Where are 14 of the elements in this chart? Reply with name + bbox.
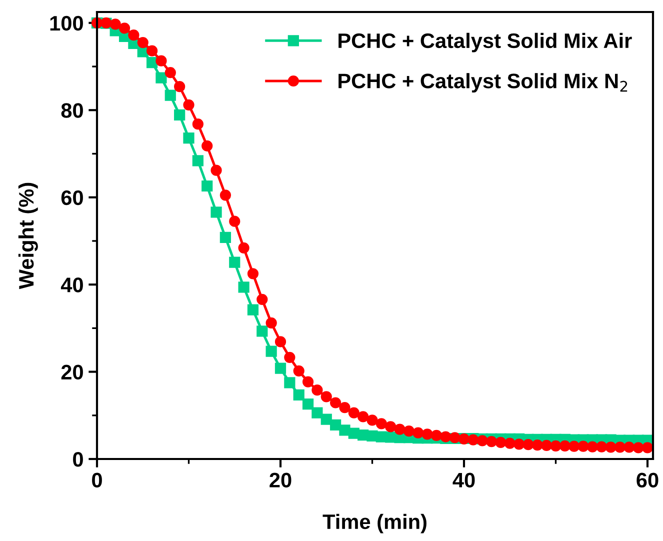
legend-label: PCHC + Catalyst Solid Mix N$_{2}$ [338,73,628,93]
x-tick-label: 40 [452,472,475,488]
y-axis-title: Weight (%) [18,182,38,290]
y-tick-label: 100 [50,16,83,31]
y-tick-label: 60 [61,190,83,206]
y-tick-label: 80 [61,103,83,118]
y-tick-label: 20 [61,364,83,380]
x-axis-title: Time (min) [322,514,426,534]
y-tick-label: 0 [73,452,83,467]
x-tick-label: 0 [92,472,102,488]
legend-label: PCHC + Catalyst Solid Mix Air [338,32,632,52]
x-tick-label: 20 [270,472,292,488]
y-tick-label: 40 [60,278,83,292]
x-tick-label: 60 [636,472,658,488]
